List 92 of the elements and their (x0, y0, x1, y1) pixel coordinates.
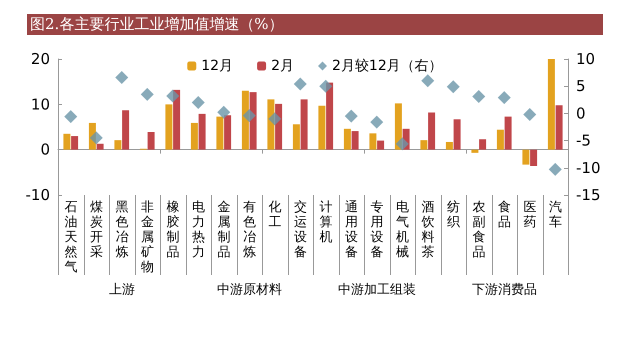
bar (318, 106, 326, 150)
bar (420, 140, 428, 150)
point (140, 88, 154, 101)
text: 中游加工组装 (338, 282, 416, 298)
x-tick-label: 非金属矿物 (140, 200, 154, 275)
point (294, 78, 307, 91)
point (548, 162, 562, 176)
bar (63, 134, 70, 150)
point (344, 110, 358, 123)
legend-label: 2月较12月（右） (332, 58, 443, 74)
bar (114, 140, 122, 150)
text: 上游 (108, 282, 135, 298)
bar (148, 132, 155, 150)
bar (471, 150, 478, 153)
bar (548, 59, 555, 150)
chart-title: 图2.各主要行业工业增加值增速（%） (27, 14, 603, 35)
y2-tick-label: -5 (576, 132, 591, 150)
point (319, 80, 332, 93)
point (523, 108, 536, 121)
point (370, 116, 384, 129)
x-tick-label: 医药 (523, 200, 536, 230)
bar (504, 116, 512, 150)
point (217, 106, 230, 119)
x-tick-label: 黑色冶炼 (115, 200, 128, 260)
point (396, 137, 409, 150)
y2-tick-label: 0 (576, 104, 586, 122)
bar (71, 136, 78, 150)
bar (165, 104, 172, 150)
text: 下游消费品 (472, 282, 537, 298)
bar (479, 139, 486, 150)
bar (292, 124, 300, 150)
bar (496, 130, 504, 150)
point (472, 90, 486, 104)
x-tick-label: 电气机械 (396, 200, 409, 260)
point (421, 74, 434, 88)
bar (250, 92, 257, 150)
y-tick-label: -10 (26, 186, 50, 204)
x-tick-label: 交运设备 (294, 199, 307, 260)
bar (300, 99, 308, 150)
x-tick-label: 电力热力 (192, 200, 205, 260)
point (242, 109, 256, 122)
x-tick-label: 汽车 (548, 200, 562, 230)
x-tick-label: 酒饮料茶 (420, 200, 434, 260)
y2-tick-label: -15 (576, 186, 600, 204)
point (498, 91, 511, 104)
bar (173, 90, 180, 150)
bar (198, 114, 206, 150)
bar (326, 82, 334, 150)
legend-label: 2月 (271, 58, 294, 74)
legend-label: 12月 (201, 58, 234, 74)
bar (530, 150, 538, 166)
y-tick-label: 20 (30, 50, 50, 68)
bar (352, 131, 359, 150)
x-tick-label: 食品 (498, 200, 511, 230)
x-tick-label: 化工 (268, 200, 282, 230)
text: 中游原材料 (216, 282, 282, 298)
y2-tick-label: 5 (576, 77, 586, 96)
point (446, 80, 460, 94)
point (115, 70, 128, 84)
x-tick-label: 农副食品 (472, 200, 486, 260)
bar (344, 128, 351, 150)
x-tick-label: 通用设备 (344, 200, 358, 260)
x-tick-label: 金属制品 (217, 200, 230, 260)
y2-tick-label: -10 (576, 158, 600, 177)
y2-tick-label: 10 (576, 50, 596, 68)
x-tick-label: 专用设备 (370, 200, 384, 260)
bar (122, 110, 130, 150)
point (166, 89, 180, 102)
y-tick-label: 0 (40, 140, 50, 159)
bar (96, 144, 104, 150)
y-tick-label: 10 (30, 95, 50, 114)
x-tick-label: 橡胶制品 (166, 200, 180, 260)
bar (454, 119, 461, 150)
bar (522, 150, 530, 165)
bar (369, 133, 376, 150)
x-tick-label: 石油天然气 (64, 200, 78, 275)
bar (224, 115, 232, 150)
point (268, 112, 282, 126)
bar (377, 140, 384, 150)
bar (556, 105, 563, 150)
x-tick-label: 有色冶炼 (242, 200, 256, 260)
point (192, 96, 205, 110)
bar (216, 116, 224, 150)
x-tick-label: 计算机 (319, 200, 332, 245)
bar (446, 142, 453, 150)
x-tick-label: 煤炭开采 (90, 200, 103, 260)
point (64, 110, 78, 124)
bar (428, 112, 436, 150)
bar (190, 122, 198, 150)
bar (242, 90, 249, 150)
point (90, 131, 103, 144)
x-tick-label: 纺织 (446, 200, 460, 230)
